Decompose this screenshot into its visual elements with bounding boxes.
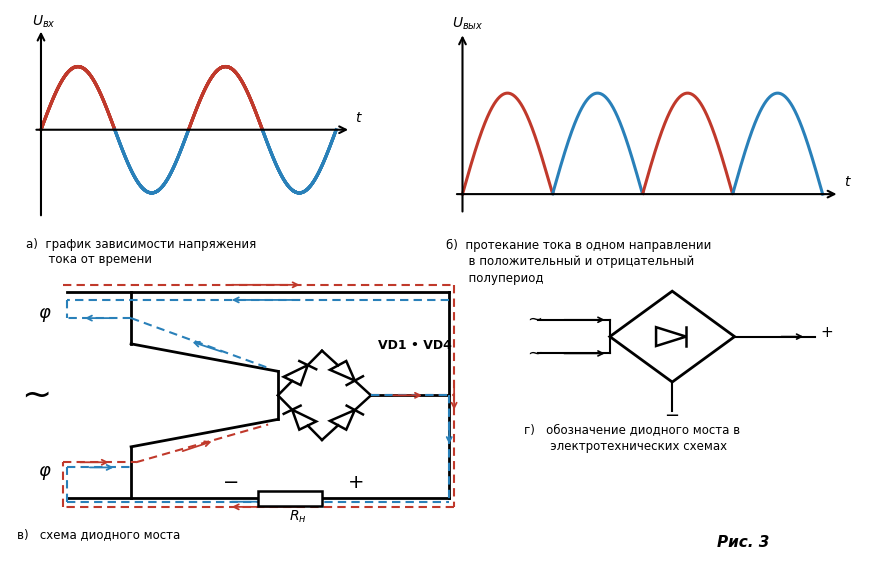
- Text: электротехнических схемах: электротехнических схемах: [524, 440, 727, 453]
- Text: φ: φ: [38, 304, 50, 322]
- Text: б)  протекание тока в одном направлении: б) протекание тока в одном направлении: [446, 238, 711, 251]
- Text: $U_{вых}$: $U_{вых}$: [453, 16, 484, 32]
- Text: +: +: [348, 473, 364, 493]
- Text: +: +: [820, 325, 833, 340]
- Text: г)   обозначение диодного моста в: г) обозначение диодного моста в: [524, 424, 740, 436]
- Text: $U_{вх}$: $U_{вх}$: [32, 13, 56, 30]
- Text: $R_н$: $R_н$: [288, 509, 307, 525]
- Text: в положительный и отрицательный: в положительный и отрицательный: [446, 255, 694, 268]
- Text: VD1 • VD4: VD1 • VD4: [378, 339, 452, 352]
- Text: $t$: $t$: [843, 175, 851, 189]
- Text: ~: ~: [527, 311, 542, 329]
- Text: $t$: $t$: [355, 111, 363, 125]
- Text: в)   схема диодного моста: в) схема диодного моста: [17, 528, 181, 541]
- Text: ~: ~: [527, 344, 542, 362]
- Text: −: −: [664, 407, 679, 425]
- Text: −: −: [223, 473, 239, 493]
- Bar: [259, 491, 322, 506]
- Text: ~: ~: [21, 378, 52, 412]
- Text: полупериод: полупериод: [446, 272, 544, 285]
- Text: φ: φ: [38, 462, 50, 480]
- Text: Рис. 3: Рис. 3: [717, 535, 769, 550]
- Text: а)  график зависимости напряжения
      тока от времени: а) график зависимости напряжения тока от…: [26, 238, 256, 266]
